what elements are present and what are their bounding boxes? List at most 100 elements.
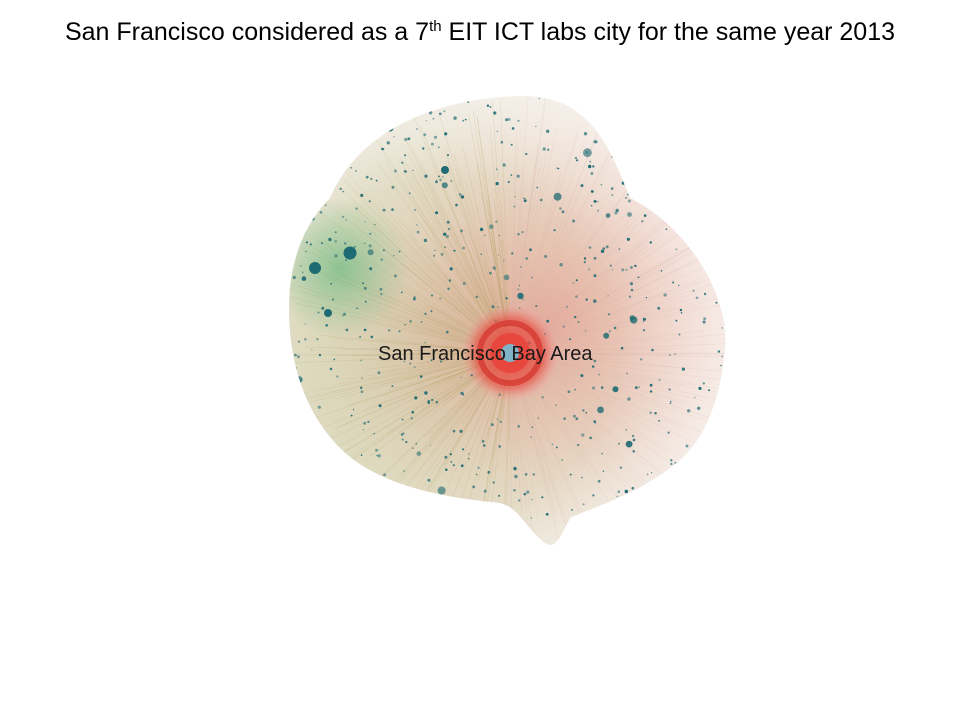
network-node xyxy=(538,98,540,100)
network-node xyxy=(569,473,572,476)
network-node xyxy=(535,125,537,128)
network-node xyxy=(697,184,700,187)
network-node xyxy=(723,486,726,490)
network-node xyxy=(600,249,605,253)
network-node xyxy=(300,265,302,267)
network-node xyxy=(415,442,418,445)
network-node xyxy=(621,181,626,185)
network-node xyxy=(651,348,654,352)
network-node xyxy=(557,167,560,170)
network-node xyxy=(626,372,628,375)
network-node xyxy=(403,360,406,363)
network-node xyxy=(630,288,634,292)
network-node xyxy=(307,471,310,474)
network-node xyxy=(343,312,346,316)
network-node xyxy=(281,379,284,382)
network-node xyxy=(526,490,530,494)
network-node xyxy=(400,433,404,436)
network-node xyxy=(738,418,740,421)
network-node xyxy=(615,208,619,213)
network-node xyxy=(394,274,397,278)
network-node xyxy=(444,455,448,459)
network-node xyxy=(574,315,577,319)
network-node xyxy=(383,473,387,477)
network-node xyxy=(674,353,676,356)
network-node xyxy=(359,492,363,496)
network-node xyxy=(309,463,313,467)
network-node xyxy=(630,316,638,324)
network-node xyxy=(708,389,710,392)
network-node xyxy=(330,282,333,285)
network-node xyxy=(595,537,598,539)
network-node xyxy=(700,224,703,227)
network-node xyxy=(602,247,606,250)
network-node xyxy=(600,386,604,389)
network-node xyxy=(582,409,585,412)
network-node xyxy=(598,373,601,376)
network-node xyxy=(666,172,670,176)
network-node xyxy=(279,404,280,405)
network-node xyxy=(705,506,709,510)
network-node xyxy=(477,466,480,469)
network-node xyxy=(368,200,371,203)
network-node xyxy=(643,525,647,529)
network-node xyxy=(617,117,626,126)
network-node xyxy=(609,544,612,546)
network-node xyxy=(719,227,722,230)
network-node xyxy=(503,274,510,281)
network-node xyxy=(731,279,734,282)
network-node xyxy=(505,118,508,122)
network-node xyxy=(401,291,403,294)
network-node xyxy=(273,411,276,414)
slide-title: San Francisco considered as a 7th EIT IC… xyxy=(0,18,960,47)
network-node xyxy=(472,485,476,489)
network-node xyxy=(334,231,337,234)
network-node xyxy=(447,227,451,231)
network-node xyxy=(608,530,612,534)
network-node xyxy=(517,292,524,300)
network-node xyxy=(478,515,482,518)
network-node xyxy=(605,213,611,218)
network-node xyxy=(613,326,617,330)
network-node xyxy=(459,509,462,511)
network-node xyxy=(590,190,594,193)
network-node xyxy=(295,367,297,369)
network-node xyxy=(302,400,306,403)
network-node xyxy=(350,167,352,169)
network-node xyxy=(398,250,401,253)
network-node xyxy=(497,254,500,256)
network-node xyxy=(449,453,452,456)
network-node xyxy=(705,176,708,179)
network-node xyxy=(313,503,317,506)
network-node xyxy=(435,400,439,404)
network-node xyxy=(544,255,548,258)
network-node xyxy=(666,473,669,476)
network-node xyxy=(363,421,367,425)
network-node xyxy=(408,192,411,195)
network-node xyxy=(595,509,598,512)
network-node xyxy=(612,386,619,393)
network-node xyxy=(355,170,357,172)
network-node xyxy=(359,495,362,498)
network-node xyxy=(530,436,532,438)
network-node xyxy=(375,541,377,543)
network-node xyxy=(670,462,673,466)
network-node xyxy=(276,398,279,401)
network-node xyxy=(297,340,300,343)
network-node xyxy=(329,367,333,371)
network-node xyxy=(467,101,470,103)
network-node xyxy=(733,368,736,371)
network-node xyxy=(443,232,447,236)
network-node xyxy=(518,499,521,502)
network-node xyxy=(704,445,706,447)
network-node xyxy=(393,255,395,257)
network-node xyxy=(678,333,681,336)
network-node xyxy=(687,181,690,184)
network-node xyxy=(514,467,517,471)
network-node xyxy=(274,442,276,444)
network-node xyxy=(473,543,475,546)
network-node xyxy=(299,213,302,216)
network-node xyxy=(278,464,281,467)
network-node xyxy=(632,438,636,442)
network-node xyxy=(646,154,649,157)
